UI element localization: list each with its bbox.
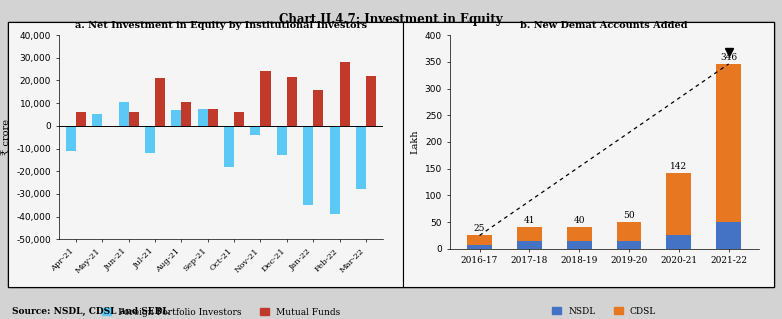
Bar: [76, 112, 86, 126]
Text: Chart II.4.7: Investment in Equity: Chart II.4.7: Investment in Equity: [279, 13, 503, 26]
Bar: [716, 222, 741, 249]
Bar: [66, 126, 76, 151]
Text: Source: NSDL, CDSL and SEBI.: Source: NSDL, CDSL and SEBI.: [12, 307, 170, 316]
Text: 40: 40: [573, 216, 585, 225]
Bar: [171, 110, 181, 126]
Bar: [208, 109, 217, 126]
Legend: Foreign Portfolio Investors, Mutual Funds: Foreign Portfolio Investors, Mutual Fund…: [99, 304, 343, 319]
Text: 142: 142: [670, 162, 687, 171]
Bar: [145, 126, 155, 153]
Title: a. Net Investment in Equity by Institutional Investors: a. Net Investment in Equity by Instituti…: [75, 21, 367, 30]
Text: 346: 346: [720, 53, 737, 62]
Bar: [155, 78, 165, 126]
Bar: [260, 71, 271, 126]
Bar: [277, 126, 287, 155]
Title: b. New Demat Accounts Added: b. New Demat Accounts Added: [520, 21, 688, 30]
Bar: [303, 126, 314, 205]
Bar: [467, 235, 492, 245]
Bar: [287, 77, 297, 126]
Legend: NSDL, CDSL: NSDL, CDSL: [548, 303, 660, 319]
Text: 25: 25: [474, 224, 486, 233]
Bar: [517, 227, 542, 241]
Bar: [330, 126, 339, 214]
Text: 41: 41: [524, 216, 535, 225]
Y-axis label: ₹ crore: ₹ crore: [2, 119, 11, 155]
Bar: [666, 235, 691, 249]
Bar: [356, 126, 366, 189]
Bar: [616, 222, 641, 241]
Bar: [128, 112, 138, 126]
Bar: [567, 227, 592, 241]
Bar: [716, 64, 741, 222]
Bar: [467, 245, 492, 249]
Bar: [92, 115, 102, 126]
Bar: [366, 76, 376, 126]
Bar: [198, 109, 208, 126]
Bar: [181, 102, 192, 126]
Bar: [616, 241, 641, 249]
Bar: [224, 126, 234, 167]
Bar: [250, 126, 260, 135]
Bar: [666, 173, 691, 235]
Bar: [517, 241, 542, 249]
Bar: [339, 62, 350, 126]
Bar: [567, 241, 592, 249]
Text: 50: 50: [623, 211, 635, 220]
Bar: [314, 90, 323, 126]
Bar: [119, 102, 128, 126]
Bar: [234, 112, 244, 126]
Y-axis label: Lakh: Lakh: [411, 130, 419, 154]
